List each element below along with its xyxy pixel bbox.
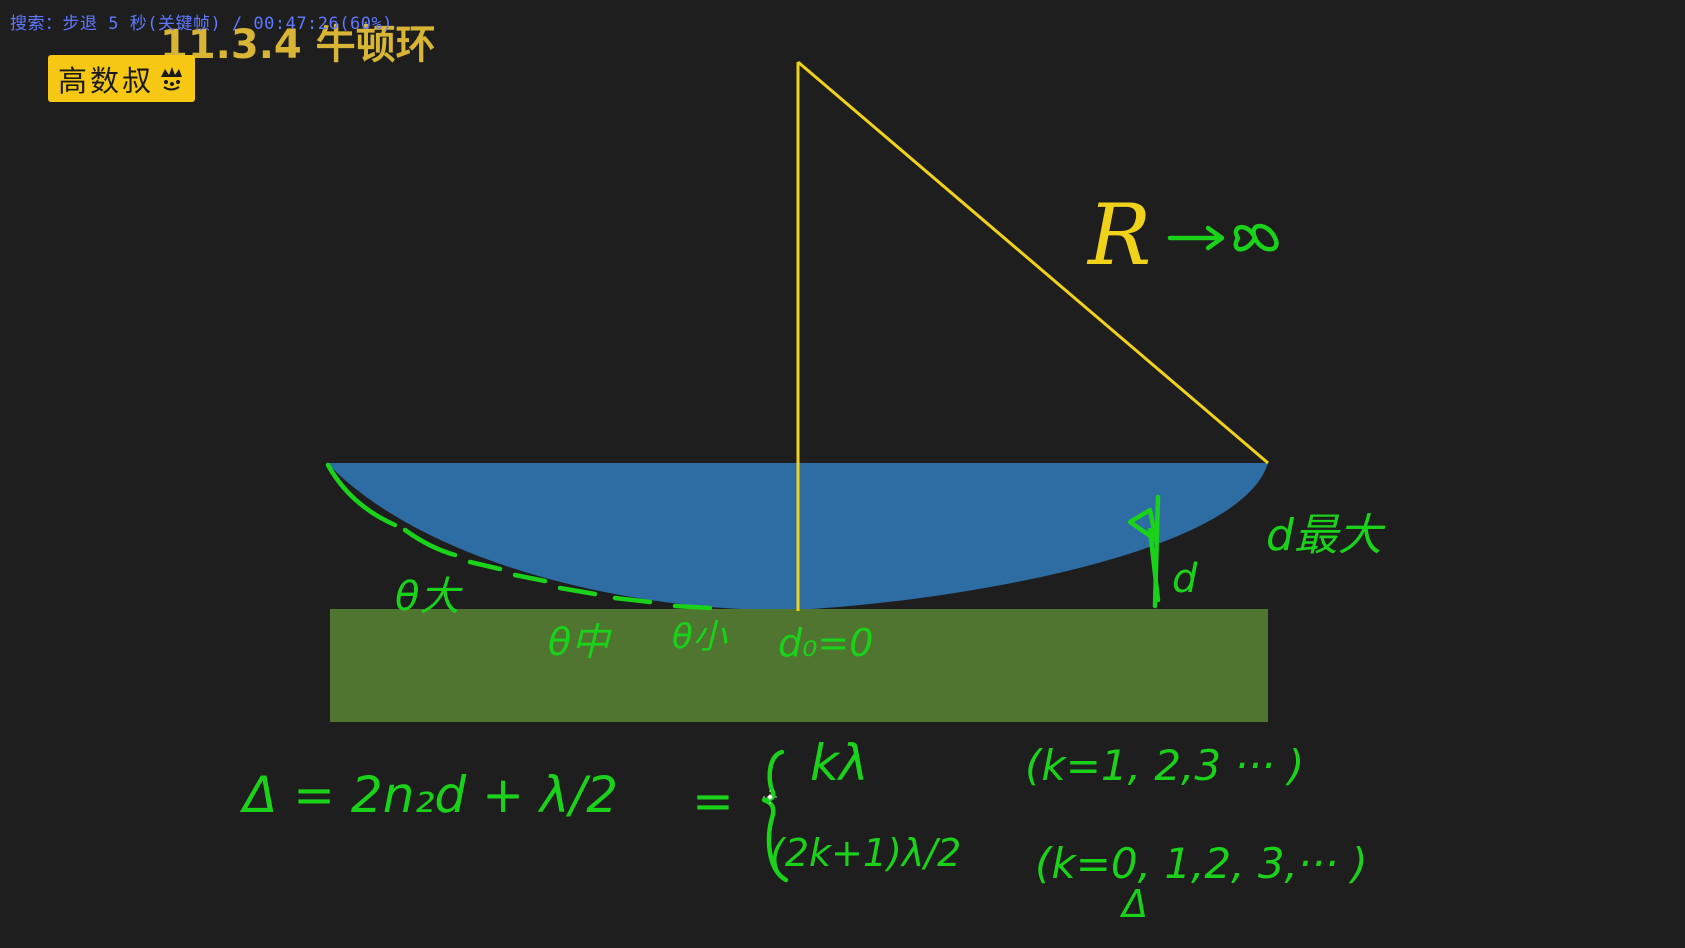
logo-text: 高数叔 (58, 63, 155, 98)
equation-equals: = (692, 772, 734, 830)
thickness-arrow (1127, 494, 1161, 609)
radius-label: R (1086, 186, 1151, 284)
case-one-condition: (k=1, 2,3 ··· ) (1025, 741, 1304, 790)
d-zero-label: d₀=0 (778, 621, 873, 665)
tends-to-infinity (1167, 223, 1279, 252)
case-two-condition: (k=0, 1,2, 3,··· ) (1035, 839, 1368, 888)
theta-large-label: θ大 (395, 574, 463, 620)
player-osd-status: 搜索：步退 5 秒(关键帧) / 00:47:26(60%) (10, 14, 393, 34)
lesson-title: 11.3.4 牛顿环 (160, 22, 436, 68)
theta-small-label: θ小 (672, 617, 728, 657)
max-thickness-label: d最大 (1266, 510, 1386, 561)
case-one-expression: kλ (810, 734, 869, 792)
crown-icon (161, 66, 183, 90)
theta-mid-label: θ中 (548, 620, 612, 664)
glass-plate (330, 609, 1268, 722)
case-two-expression: (2k+1)λ/2 (770, 831, 961, 875)
case-brace (761, 749, 789, 883)
cursor-icon (763, 790, 777, 804)
radius-line (797, 60, 1269, 465)
lens-surface-trace (325, 462, 713, 611)
delta-marker: Δ (1119, 882, 1148, 926)
equation-lhs: Δ = 2n₂d + λ/2 (239, 766, 618, 824)
thickness-label: d (1172, 556, 1198, 602)
channel-logo: 高数叔 (48, 55, 195, 102)
